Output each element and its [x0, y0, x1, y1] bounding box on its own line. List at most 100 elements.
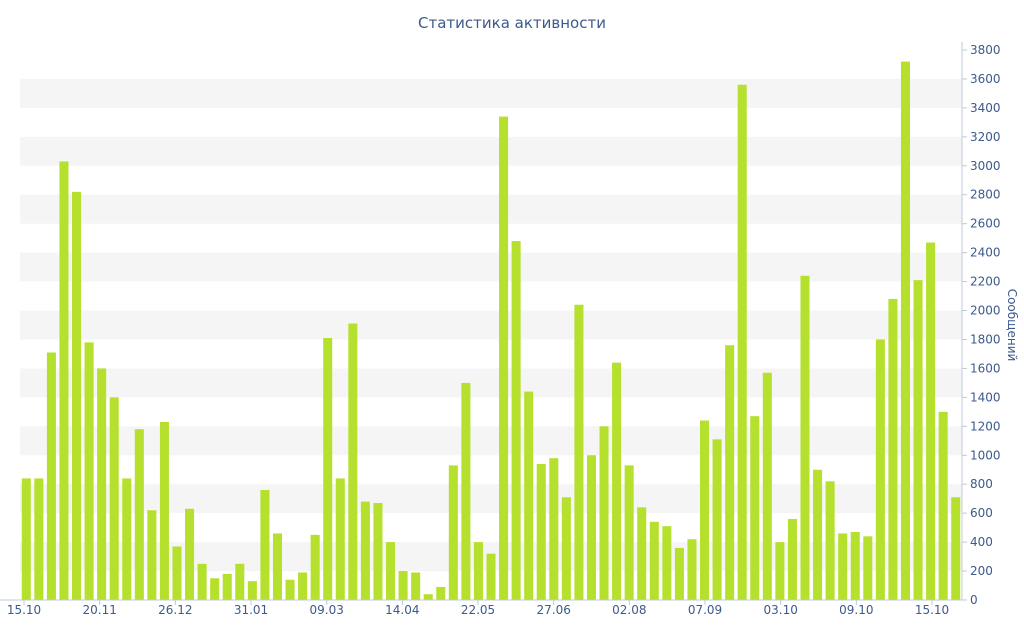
y-tick-label: 3600 [970, 72, 1001, 86]
bar [825, 481, 835, 600]
y-tick-label: 3800 [970, 43, 1001, 57]
bar [850, 531, 860, 600]
bar [624, 465, 634, 600]
bar [147, 510, 157, 600]
bar [436, 586, 446, 600]
bar [423, 594, 433, 600]
bar [875, 339, 885, 600]
bar [84, 342, 94, 600]
y-tick-label: 2600 [970, 217, 1001, 231]
bar [800, 275, 810, 600]
y-tick-label: 200 [970, 564, 993, 578]
bar [298, 572, 308, 600]
y-tick-label: 1600 [970, 361, 1001, 375]
bar [637, 507, 647, 600]
x-tick-label: 09.10 [839, 603, 873, 617]
bar [549, 458, 559, 600]
chart-title: Статистика активности [418, 14, 606, 32]
bar [323, 338, 333, 600]
bar [499, 116, 509, 600]
bar [750, 416, 760, 600]
x-tick-label: 07.09 [688, 603, 722, 617]
bar [687, 539, 697, 600]
bar [46, 352, 56, 600]
bar [913, 280, 923, 600]
bar [197, 563, 207, 600]
bar [511, 241, 521, 601]
bar [524, 391, 534, 600]
grid-band [20, 252, 962, 282]
bar [938, 411, 948, 600]
bar [461, 382, 471, 600]
bar [185, 508, 195, 600]
bar [775, 542, 785, 600]
bar [574, 304, 584, 600]
bar [247, 581, 257, 600]
y-tick-label: 800 [970, 477, 993, 491]
x-tick-label: 31.01 [234, 603, 268, 617]
bar [34, 478, 44, 600]
bar [72, 191, 82, 600]
y-tick-label: 3400 [970, 101, 1001, 115]
y-tick-label: 600 [970, 506, 993, 520]
bar [662, 526, 672, 600]
x-tick-label: 15.10 [7, 603, 41, 617]
bar [398, 571, 408, 600]
bar [536, 463, 546, 600]
bar [172, 546, 182, 600]
bar-series [21, 61, 961, 601]
bar [787, 518, 797, 600]
bar [838, 533, 848, 600]
bar [272, 533, 282, 600]
bar [411, 572, 421, 600]
bar [109, 397, 119, 600]
x-tick-label: 09.03 [309, 603, 343, 617]
bar [486, 553, 496, 600]
bar [335, 478, 345, 600]
y-tick-label: 2200 [970, 275, 1001, 289]
bar [386, 542, 396, 600]
y-tick-label: 2400 [970, 246, 1001, 260]
y-tick-label: 2000 [970, 304, 1001, 318]
grid-band [20, 78, 962, 108]
bar [951, 497, 961, 600]
bar [888, 298, 898, 600]
x-tick-label: 20.11 [82, 603, 116, 617]
bar [59, 161, 69, 600]
bar [134, 429, 144, 600]
x-tick-label: 14.04 [385, 603, 419, 617]
grid-band [20, 136, 962, 166]
y-tick-label: 3000 [970, 159, 1001, 173]
bar [122, 478, 132, 600]
bar [926, 242, 936, 600]
bar [448, 465, 458, 600]
bar [649, 521, 659, 600]
bar [725, 345, 735, 600]
bar [674, 547, 684, 600]
axes: 0 200 400 600 800 1000 1200 1400 1600 1800 2000 220… [0, 42, 1019, 617]
bar [373, 503, 383, 600]
bar [222, 573, 232, 600]
bar [612, 362, 622, 600]
x-tick-label: 15.10 [915, 603, 949, 617]
grid-band [20, 310, 962, 340]
x-tick-label: 27.06 [536, 603, 570, 617]
bar [348, 323, 358, 600]
y-tick-label: 0 [970, 593, 978, 607]
bar [97, 368, 107, 600]
y-tick-label: 1000 [970, 448, 1001, 462]
bar [813, 469, 823, 600]
bar [310, 534, 320, 600]
bar [586, 455, 596, 600]
x-tick-label: 22.05 [461, 603, 495, 617]
bar [473, 542, 483, 600]
bar [235, 563, 245, 600]
bar [285, 579, 295, 600]
bar [712, 439, 722, 600]
bar [21, 478, 31, 600]
bar [159, 421, 169, 600]
bar [863, 536, 873, 600]
y-tick-label: 1200 [970, 419, 1001, 433]
